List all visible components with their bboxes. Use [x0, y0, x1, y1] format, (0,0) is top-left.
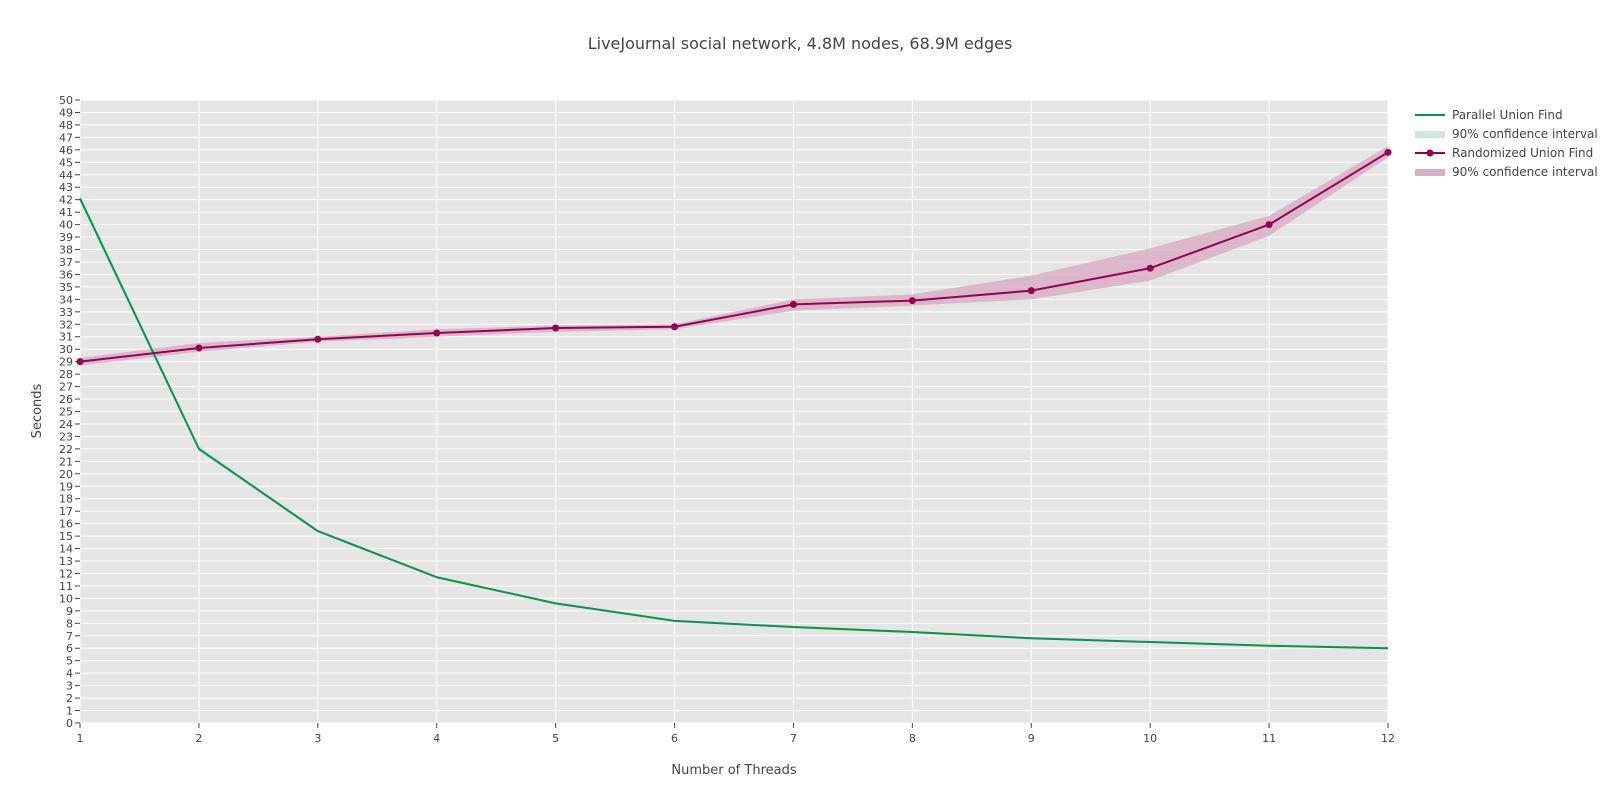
x-tick-label: 10	[1143, 732, 1157, 745]
legend: Parallel Union Find 90% confidence interv…	[1415, 108, 1598, 179]
data-point	[314, 335, 322, 343]
y-tick-label: 38	[59, 244, 73, 257]
y-tick-label: 33	[59, 306, 73, 319]
data-point	[433, 329, 441, 337]
y-tick-label: 25	[59, 406, 73, 419]
x-tick-label: 7	[790, 732, 797, 745]
y-tick-label: 4	[66, 667, 73, 680]
x-tick-label: 2	[195, 732, 202, 745]
legend-label: Randomized Union Find	[1452, 146, 1593, 160]
y-tick-label: 26	[59, 393, 73, 406]
y-tick-label: 41	[59, 206, 73, 219]
y-tick-label: 45	[59, 156, 73, 169]
y-tick-label: 17	[59, 505, 73, 518]
y-tick-label: 42	[59, 194, 73, 207]
y-tick-label: 48	[59, 119, 73, 132]
x-tick-label: 4	[433, 732, 440, 745]
y-tick-label: 23	[59, 430, 73, 443]
legend-label: 90% confidence interval	[1452, 127, 1598, 141]
y-tick-label: 29	[59, 356, 73, 369]
y-tick-label: 12	[59, 567, 73, 580]
y-tick-label: 15	[59, 530, 73, 543]
y-tick-label: 8	[66, 617, 73, 630]
series-line-1	[79, 198, 1389, 650]
x-tick-label: 5	[552, 732, 559, 745]
y-tick-label: 32	[59, 318, 73, 331]
legend-label: 90% confidence interval	[1452, 165, 1598, 179]
y-tick-label: 49	[59, 106, 73, 119]
y-tick-label: 34	[59, 293, 73, 306]
x-axis-ticks: 1 2 3 4 5 6 7 8 9 10 11 12	[77, 723, 1395, 745]
data-point	[789, 300, 797, 308]
data-point	[1384, 148, 1392, 156]
data-point	[1027, 287, 1035, 295]
y-tick-label: 31	[59, 331, 73, 344]
y-tick-label: 40	[59, 219, 73, 232]
y-axis-title: Seconds	[30, 383, 45, 438]
series-markers	[76, 148, 1392, 366]
chart-title: LiveJournal social network, 4.8M nodes, …	[588, 34, 1013, 53]
x-tick-label: 3	[314, 732, 321, 745]
y-tick-label: 5	[66, 655, 73, 668]
confidence-bands	[80, 146, 1388, 650]
y-tick-label: 50	[59, 94, 73, 107]
y-tick-label: 39	[59, 231, 73, 244]
data-point	[1146, 264, 1154, 272]
y-tick-label: 14	[59, 543, 73, 556]
y-tick-label: 0	[66, 717, 73, 730]
x-tick-label: 6	[671, 732, 678, 745]
x-tick-label: 1	[77, 732, 84, 745]
y-tick-label: 10	[59, 592, 73, 605]
x-axis-title: Number of Threads	[671, 763, 796, 778]
y-gridlines	[80, 99, 1388, 724]
y-tick-label: 37	[59, 256, 73, 269]
legend-band-swatch	[1415, 131, 1445, 138]
y-tick-label: 47	[59, 131, 73, 144]
y-tick-label: 36	[59, 268, 73, 281]
y-tick-label: 6	[66, 642, 73, 655]
y-tick-label: 19	[59, 480, 73, 493]
series-lines	[79, 151, 1389, 650]
data-point	[1265, 221, 1273, 229]
legend-band-swatch	[1415, 169, 1445, 176]
y-tick-label: 16	[59, 518, 73, 531]
y-tick-label: 28	[59, 368, 73, 381]
y-tick-label: 18	[59, 493, 73, 506]
y-tick-label: 3	[66, 680, 73, 693]
x-gridlines	[79, 100, 1389, 723]
y-tick-label: 43	[59, 181, 73, 194]
y-tick-label: 35	[59, 281, 73, 294]
y-tick-label: 7	[66, 630, 73, 643]
data-point	[671, 323, 679, 331]
x-tick-label: 8	[909, 732, 916, 745]
y-tick-label: 44	[59, 169, 73, 182]
y-tick-label: 13	[59, 555, 73, 568]
x-tick-label: 12	[1381, 732, 1395, 745]
data-point	[195, 344, 203, 352]
x-tick-label: 9	[1028, 732, 1035, 745]
y-axis-ticks: 0123456789101112131415161718192021222324…	[59, 94, 80, 730]
legend-label: Parallel Union Find	[1452, 108, 1563, 122]
confidence-band-2	[80, 146, 1388, 366]
data-point	[908, 297, 916, 305]
y-tick-label: 27	[59, 381, 73, 394]
y-tick-label: 2	[66, 692, 73, 705]
y-tick-label: 11	[59, 580, 73, 593]
y-tick-label: 21	[59, 455, 73, 468]
y-tick-label: 20	[59, 468, 73, 481]
y-tick-label: 1	[66, 705, 73, 718]
data-point	[552, 324, 560, 332]
series-line-2	[79, 151, 1389, 363]
legend-marker-swatch	[1426, 149, 1434, 157]
y-tick-label: 46	[59, 144, 73, 157]
x-tick-label: 11	[1262, 732, 1276, 745]
y-tick-label: 22	[59, 443, 73, 456]
y-tick-label: 30	[59, 343, 73, 356]
y-tick-label: 24	[59, 418, 73, 431]
y-tick-label: 9	[66, 605, 73, 618]
